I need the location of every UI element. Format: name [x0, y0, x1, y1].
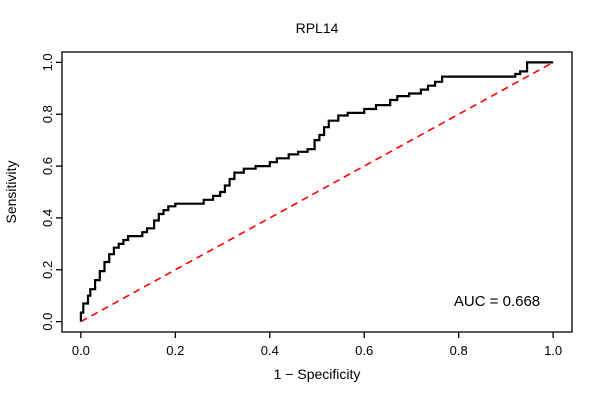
x-tick-label: 0.6	[355, 343, 373, 358]
y-tick-label: 0.0	[40, 313, 55, 331]
y-tick-label: 0.8	[40, 105, 55, 123]
y-tick-label: 0.4	[40, 209, 55, 227]
x-tick-label: 0.0	[72, 343, 90, 358]
x-axis-ticks: 0.0 0.2 0.4 0.6 0.8 1.0	[72, 332, 562, 358]
x-tick-label: 1.0	[544, 343, 562, 358]
x-axis-label: 1 − Specificity	[274, 366, 361, 382]
y-tick-label: 1.0	[40, 53, 55, 71]
y-axis-ticks: 0.0 0.2 0.4 0.6 0.8 1.0	[40, 53, 62, 331]
y-tick-label: 0.6	[40, 157, 55, 175]
auc-annotation: AUC = 0.668	[454, 293, 540, 310]
x-tick-label: 0.8	[450, 343, 468, 358]
reference-diagonal-line	[80, 61, 554, 323]
y-axis-label: Sensitivity	[3, 160, 19, 223]
roc-curve-line	[79, 61, 554, 322]
x-tick-label: 0.4	[261, 343, 279, 358]
x-tick-label: 0.2	[166, 343, 184, 358]
plot-area-border	[61, 51, 573, 333]
chart-title: RPL14	[296, 20, 339, 36]
y-tick-label: 0.2	[40, 261, 55, 279]
